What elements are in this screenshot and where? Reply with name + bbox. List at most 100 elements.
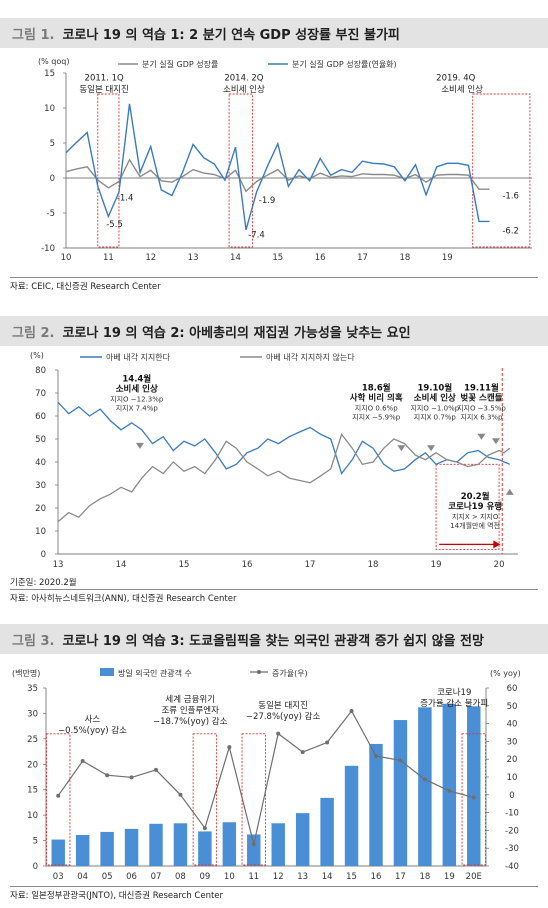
fig2-annotation-title: 19.10월 <box>417 383 452 394</box>
fig3-y-right-tick-label: -20 <box>505 826 519 836</box>
fig2-annotation-title: 소비세 인상 <box>116 384 158 395</box>
fig3-y-right-tick-label: -10 <box>505 809 519 819</box>
fig3-x-tick-label: 14 <box>322 872 333 882</box>
fig3-bar <box>320 797 334 866</box>
fig2-annotation-detail: 지지X > 지지O <box>452 512 499 521</box>
fig1-source: 자료: CEIC, 대신증권 Research Center <box>10 282 161 292</box>
fig3-chart: (백만명) (% yoy)방일 외국인 관광객 수 증가율(우)0510152025… <box>12 668 521 882</box>
fig1-x-tick-label: 12 <box>145 253 156 263</box>
fig3-y-right-tick-label: -30 <box>505 844 519 854</box>
fig2-annotation-detail: 14개월만에 역전 <box>450 521 500 530</box>
fig3-y-right-tick-label: 10 <box>507 773 518 783</box>
fig3-growth-line <box>57 709 474 845</box>
fig1-x-tick-label: 14 <box>230 253 241 263</box>
fig3-x-tick-label: 06 <box>126 872 137 882</box>
fig3-bar <box>100 831 114 866</box>
fig2-y-tick-label: 10 <box>35 527 46 537</box>
fig3-y-right-tick-label: 50 <box>507 702 518 712</box>
fig2-annotation-title: 18.6월 <box>362 383 391 394</box>
fig2-legend-support: 아베 내각 지지한다 <box>106 352 171 362</box>
fig3-source-rule <box>10 886 538 887</box>
fig2-annotation-title: 20.2월 <box>461 491 490 502</box>
fig3-growth-point <box>422 777 427 782</box>
fig1-annotation: 소비세 인상 <box>441 84 483 95</box>
fig2-event-marker <box>491 438 500 445</box>
fig2-arrow-head <box>493 540 501 549</box>
fig3-y-right-tick-label: 20 <box>507 755 518 765</box>
fig1-highlight-box <box>97 93 120 248</box>
fig1-x-tick-label: 15 <box>272 253 283 263</box>
fig2-title: 코로나 19 의 역습 2: 아베총리의 재집권 가능성을 낮추는 요인 <box>62 325 411 341</box>
fig3-x-tick-label: 03 <box>53 872 64 882</box>
fig1-annotation: 2019. 4Q <box>436 74 475 84</box>
fig3-annotation: 동일본 대지진 <box>258 700 308 711</box>
fig2-x-tick-label: 16 <box>242 560 253 570</box>
fig3-bar <box>124 828 139 866</box>
fig2-x-tick-label: 13 <box>53 560 64 570</box>
fig3-growth-point <box>105 773 110 778</box>
fig1-legend-annualized: 분기 실질 GDP 성장률(연율화) <box>292 59 397 69</box>
fig3-annotation: 사스 <box>85 715 101 725</box>
fig2-annotation-detail: 지지O 0.6%p <box>355 404 398 413</box>
fig1-value-label: -7.4 <box>248 231 265 241</box>
fig3-bar <box>149 823 163 866</box>
fig3-x-tick-label: 04 <box>77 872 88 882</box>
fig3-x-tick-label: 10 <box>224 872 235 882</box>
fig3-growth-point <box>227 745 232 750</box>
fig2-annotation-detail: 지지X 7.4%p <box>116 404 159 413</box>
fig1-x-tick-label: 19 <box>442 253 453 263</box>
fig3-bar <box>51 839 65 866</box>
fig3-bar <box>295 813 310 866</box>
fig2-x-tick-label: 17 <box>305 560 316 570</box>
fig3-y-left-tick-label: 20 <box>27 760 38 770</box>
fig3-bar <box>198 831 212 866</box>
fig2-x-tick-label: 20 <box>494 560 505 570</box>
fig1-series-annualized <box>65 103 490 230</box>
fig3-bar <box>418 707 432 866</box>
fig3-x-tick-label: 13 <box>297 872 308 882</box>
fig3-growth-point <box>276 731 281 736</box>
fig3-bar <box>222 822 237 866</box>
fig1-annotation: 동일본 대지진 <box>79 84 129 95</box>
fig3-bar <box>75 834 90 866</box>
fig2-chart: (%) 아베 내각 지지한다 아베 내각 지지하지 않는다 0 10 20 30 40 50 60… <box>30 351 518 570</box>
fig1-chart: (% qoq) 분기 실질 GDP 성장률 분기 실질 GDP 성장률(연율화) -1… <box>38 57 532 263</box>
fig3-bar <box>467 706 481 866</box>
fig3-highlight-box <box>241 733 266 866</box>
fig3-legend-line: 증가율(우) <box>272 669 308 678</box>
fig3-annotation: −0.5%(yoy) 감소 <box>58 725 127 736</box>
fig2-annotation-title: 코로나19 유행 <box>448 501 502 512</box>
fig3-x-tick-label: 19 <box>444 872 455 882</box>
fig3-legend-bar: 방일 외국인 관광객 수 <box>118 668 192 678</box>
fig1-y-tick-label: -10 <box>41 244 55 254</box>
fig3-y-right-tick-label: 30 <box>507 737 518 747</box>
fig3-y-right-tick-label: 40 <box>507 720 518 730</box>
fig2-title-num: 그림 2. <box>12 325 55 341</box>
fig1-x-tick-label: 18 <box>399 253 410 263</box>
fig3-x-tick-label: 07 <box>151 872 162 882</box>
fig2-y-tick-label: 60 <box>35 412 46 422</box>
fig3-unit-right: (% yoy) <box>490 669 521 678</box>
fig3-y-right-tick-label: 60 <box>507 684 518 694</box>
fig1-value-label: -5.5 <box>106 220 123 230</box>
fig3-growth-point <box>374 753 378 758</box>
fig3-source: 자료: 일본정부관광국(JNTO), 대신증권 Research Center <box>10 891 224 901</box>
fig3-y-right-tick-label: -40 <box>505 862 519 872</box>
fig3-x-tick-label: 05 <box>102 872 113 882</box>
fig2-annotation-title: 벚꽃 스캔들 <box>460 393 502 404</box>
fig1-x-tick-label: 11 <box>103 253 114 263</box>
fig2-y-tick-label: 30 <box>35 481 46 491</box>
fig2-event-marker <box>477 433 486 440</box>
fig2-y-tick-label: 20 <box>35 504 46 514</box>
fig3-y-left-tick-label: 35 <box>27 684 38 694</box>
fig2-x-tick-label: 18 <box>368 560 379 570</box>
fig1-x-tick-label: 13 <box>188 253 199 263</box>
fig1-y-tick-label: 5 <box>50 139 55 149</box>
fig3-highlight-box <box>461 733 486 866</box>
fig2-y-tick-label: 50 <box>35 435 46 445</box>
fig1-annotation: 2014. 2Q <box>224 74 263 84</box>
fig3-growth-point <box>80 758 85 763</box>
fig3-legend-dot <box>257 670 261 674</box>
fig2-annotation-detail: 지지O −3.5%p <box>457 404 506 413</box>
fig2-y-tick-label: 80 <box>35 366 46 376</box>
